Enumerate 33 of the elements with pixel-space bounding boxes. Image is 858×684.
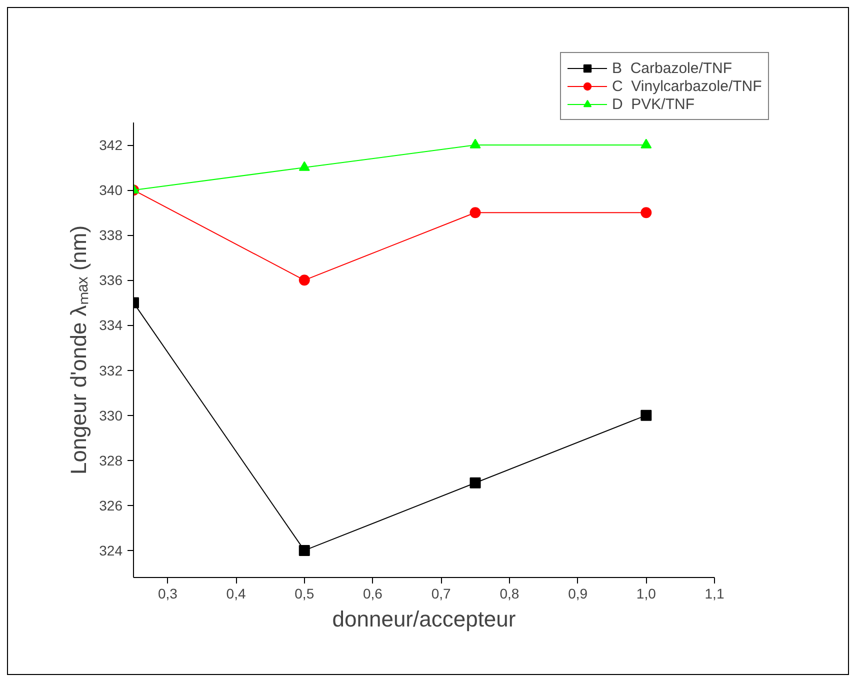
y-tick-label: 330: [99, 407, 123, 424]
y-tick-label: 334: [99, 317, 123, 334]
legend-label: C Vinylcarbazole/TNF: [612, 77, 762, 95]
x-tick-label: 0,5: [294, 586, 314, 602]
y-axis-title: Longeur d'onde λₘₐₓ (nm): [66, 225, 92, 475]
y-tick-label: 338: [99, 227, 123, 244]
y-tick-label: 336: [99, 272, 123, 288]
y-tick-label: 332: [99, 362, 123, 378]
y-tick-label: 324: [99, 542, 123, 558]
x-tick-label: 0,3: [158, 586, 178, 602]
point: [640, 207, 652, 218]
point: [298, 161, 310, 171]
y-tick-label: 342: [99, 137, 123, 154]
point: [470, 207, 481, 218]
point: [470, 477, 481, 488]
legend-label: D PVK/TNF: [612, 95, 695, 113]
x-tick-label: 1,0: [636, 586, 656, 602]
x-tick-label: 0,7: [431, 586, 452, 602]
y-tick-label: 326: [99, 497, 123, 514]
point: [640, 138, 652, 148]
y-tick-label: 340: [99, 182, 123, 198]
x-tick-label: 0,6: [363, 586, 383, 602]
point: [298, 544, 310, 556]
x-tick-label: 0,8: [500, 586, 520, 602]
x-tick-label: 0,4: [226, 586, 246, 602]
point: [298, 274, 310, 286]
y-tick-label: 328: [99, 452, 123, 468]
legend-label: B Carbazole/TNF: [612, 59, 732, 77]
x-tick-label: 1,1: [704, 586, 724, 602]
x-tick-label: 0,9: [568, 586, 588, 602]
x-axis-title: donneur/accepteur: [332, 606, 516, 632]
point: [470, 138, 481, 148]
point: [640, 410, 652, 421]
